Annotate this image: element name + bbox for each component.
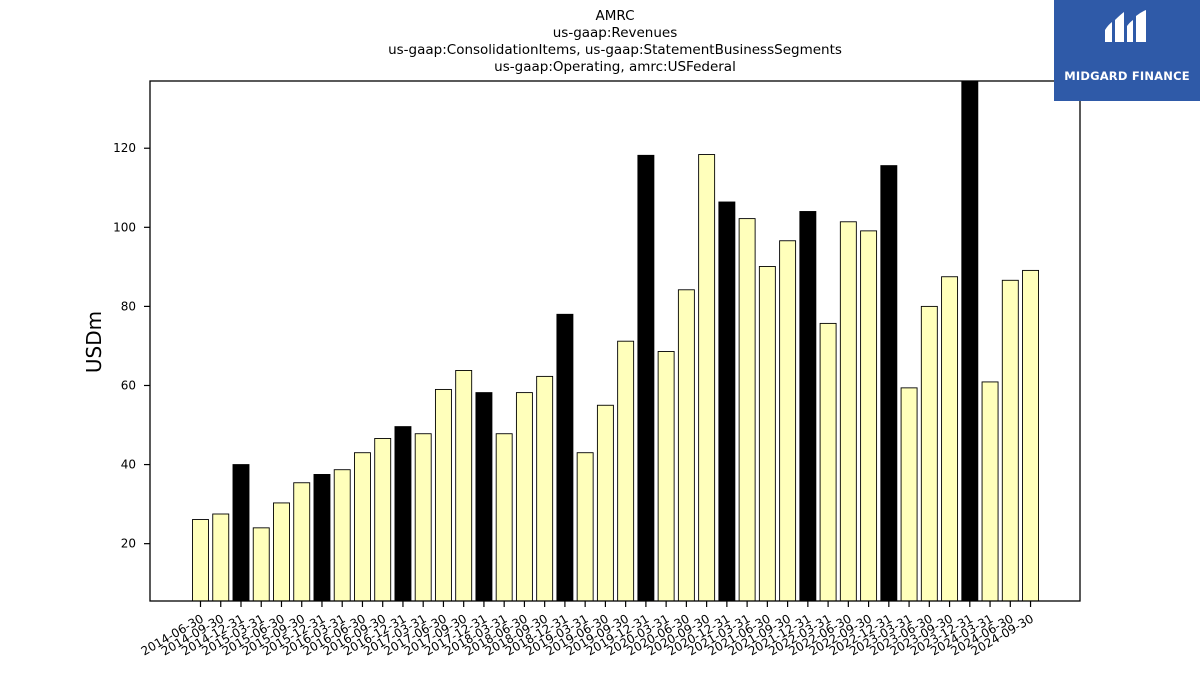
bar-2021-09-30 [779,240,797,601]
bar-2022-09-30 [860,230,878,601]
bar-2015-12-31 [313,474,331,601]
bar-2018-12-31 [556,313,574,601]
bar-2019-09-30 [617,340,635,601]
bar-2014-06-30 [192,519,209,601]
bar-2015-03-31 [252,527,270,601]
bar-2017-03-31 [414,433,432,601]
bars-group [192,81,1039,601]
bar-2018-03-31 [495,433,513,601]
chart-title: AMRCus-gaap:Revenuesus-gaap:Consolidatio… [388,8,842,75]
bar-2023-06-30 [920,305,938,601]
x-axis: 2014-06-302014-09-302014-12-312015-03-31… [139,601,1036,658]
bar-2019-06-30 [596,404,614,601]
logo-text: MIDGARD FINANCE [1064,69,1190,83]
bar-2014-09-30 [212,513,230,601]
midgard-logo-icon [1105,10,1146,42]
bar-2019-12-31 [637,154,655,601]
y-tick-label: 80 [121,299,136,313]
bar-2020-09-30 [698,154,716,601]
midgard-finance-logo: MIDGARD FINANCE [1054,0,1200,101]
bar-2016-03-31 [333,469,351,601]
bar-2018-06-30 [515,392,533,601]
bar-2024-03-31 [981,381,999,601]
bar-2015-06-30 [273,502,290,601]
bar-2022-06-30 [839,221,857,601]
chart-title-line: us-gaap:ConsolidationItems, us-gaap:Stat… [388,42,842,58]
chart-title-line: us-gaap:Operating, amrc:USFederal [494,59,736,75]
bar-2016-12-31 [394,426,412,601]
bar-2020-12-31 [718,201,736,601]
bar-2021-06-30 [758,266,776,601]
bar-2017-09-30 [455,370,473,601]
bar-2022-12-31 [880,165,898,601]
bar-2021-12-31 [799,211,817,601]
y-tick-label: 20 [121,537,136,551]
bar-2024-09-30 [1022,269,1039,601]
y-tick-label: 60 [121,378,136,392]
y-tick-label: 120 [113,141,136,155]
bar-2023-09-30 [941,276,959,601]
bar-2023-03-31 [900,387,918,601]
plot-frame [149,80,1081,602]
bar-2017-12-31 [475,392,493,601]
bar-2016-06-30 [354,452,371,601]
bar-2024-06-30 [1001,279,1019,601]
y-axis: 20 40 60 80 100 120 [113,141,150,551]
bar-2020-03-31 [657,351,675,601]
bar-2023-12-31 [961,81,979,601]
chart-title-line: AMRC [595,8,634,24]
chart-title-line: us-gaap:Revenues [553,25,678,41]
y-tick-label: 40 [121,458,136,472]
bar-2015-09-30 [293,482,311,601]
bar-2021-03-31 [738,218,756,601]
bar-2014-12-31 [232,464,250,601]
y-tick-label: 100 [113,220,136,234]
bar-2018-09-30 [536,375,554,601]
bar-2022-03-31 [819,322,837,601]
bar-2019-03-31 [576,452,594,601]
bar-2017-06-30 [434,388,452,601]
bar-2020-06-30 [677,289,695,601]
y-axis-label: USDm [82,311,106,373]
bar-2016-09-30 [374,438,392,601]
